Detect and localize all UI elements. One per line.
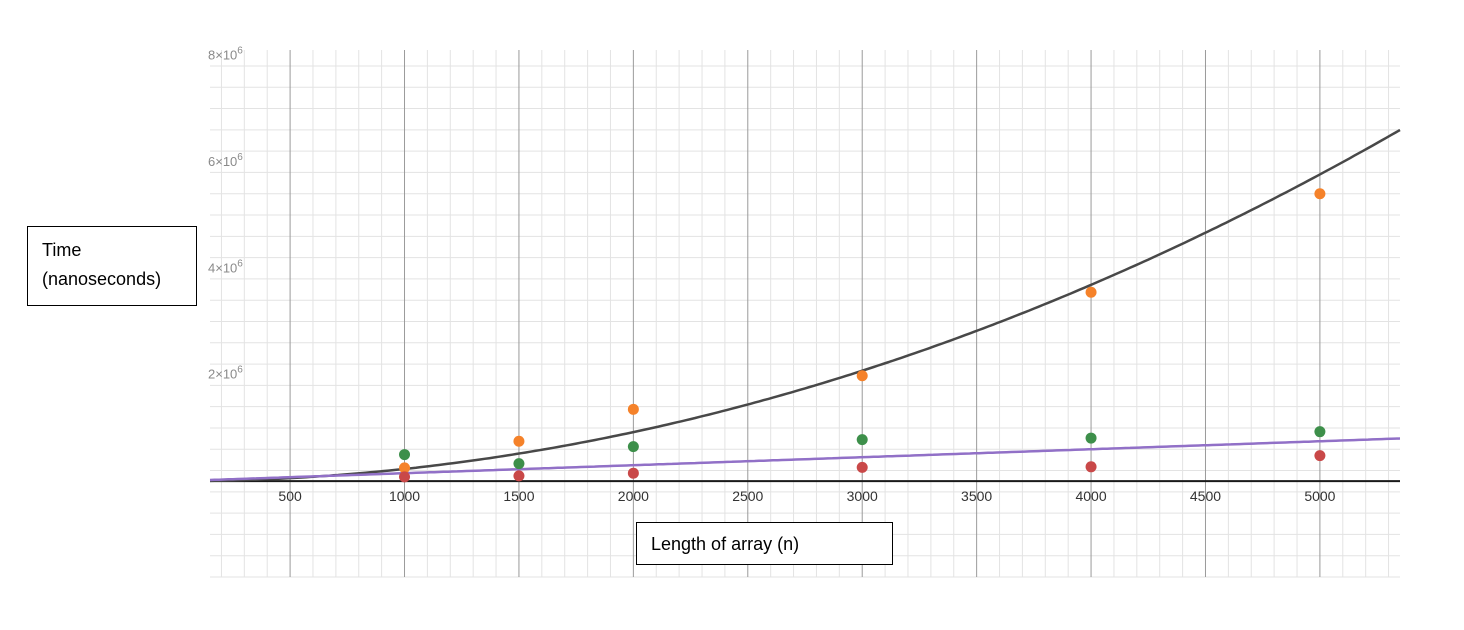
x-tick-label: 3000: [847, 488, 878, 504]
y-axis-label: Time (nanoseconds): [27, 226, 197, 306]
data-point-series-1: [513, 435, 525, 447]
data-point-series-2: [399, 449, 411, 461]
x-tick-label: 1500: [503, 488, 534, 504]
x-tick-label: 2500: [732, 488, 763, 504]
minor-gridlines: [210, 50, 1400, 578]
y-tick-label: 8×106: [208, 45, 243, 62]
data-point-series-1: [627, 403, 639, 415]
data-point-series-1: [856, 370, 868, 382]
x-tick-label: 500: [278, 488, 302, 504]
data-point-series-3: [1085, 461, 1097, 473]
x-tick-label: 4500: [1190, 488, 1221, 504]
data-point-series-2: [1085, 432, 1097, 444]
y-tick-label: 4×106: [208, 258, 243, 275]
x-tick-label: 1000: [389, 488, 420, 504]
y-tick-label: 2×106: [208, 365, 243, 382]
data-points: [399, 188, 1326, 483]
data-point-series-3: [856, 461, 868, 473]
data-point-series-2: [1314, 426, 1326, 438]
x-tick-label: 4000: [1075, 488, 1106, 504]
data-point-series-2: [856, 434, 868, 446]
x-axis-label: Length of array (n): [636, 522, 893, 565]
data-point-series-1: [1314, 188, 1326, 200]
y-tick-labels: 2×106 4×106 6×106 8×106: [208, 45, 243, 381]
x-tick-labels: 500 1000 1500 2000 2500 3000 3500 4000 4500 5000: [278, 488, 1335, 504]
x-tick-label: 3500: [961, 488, 992, 504]
x-tick-label: 2000: [618, 488, 649, 504]
y-axis-label-line-1: Time: [42, 240, 82, 260]
data-point-series-2: [513, 458, 525, 470]
data-point-series-1: [1085, 286, 1097, 298]
x-tick-label: 5000: [1304, 488, 1335, 504]
data-point-series-3: [513, 470, 525, 482]
data-point-series-3: [627, 467, 639, 479]
data-point-series-3: [1314, 450, 1326, 462]
y-axis-label-line-2: (nanoseconds): [42, 269, 162, 289]
data-point-series-2: [627, 441, 639, 453]
major-gridlines: [289, 50, 1321, 577]
fitted-curve-2: [209, 437, 1401, 482]
data-point-series-1: [399, 462, 411, 474]
data-point-series-3: [399, 471, 411, 483]
y-tick-label: 6×106: [208, 152, 243, 169]
